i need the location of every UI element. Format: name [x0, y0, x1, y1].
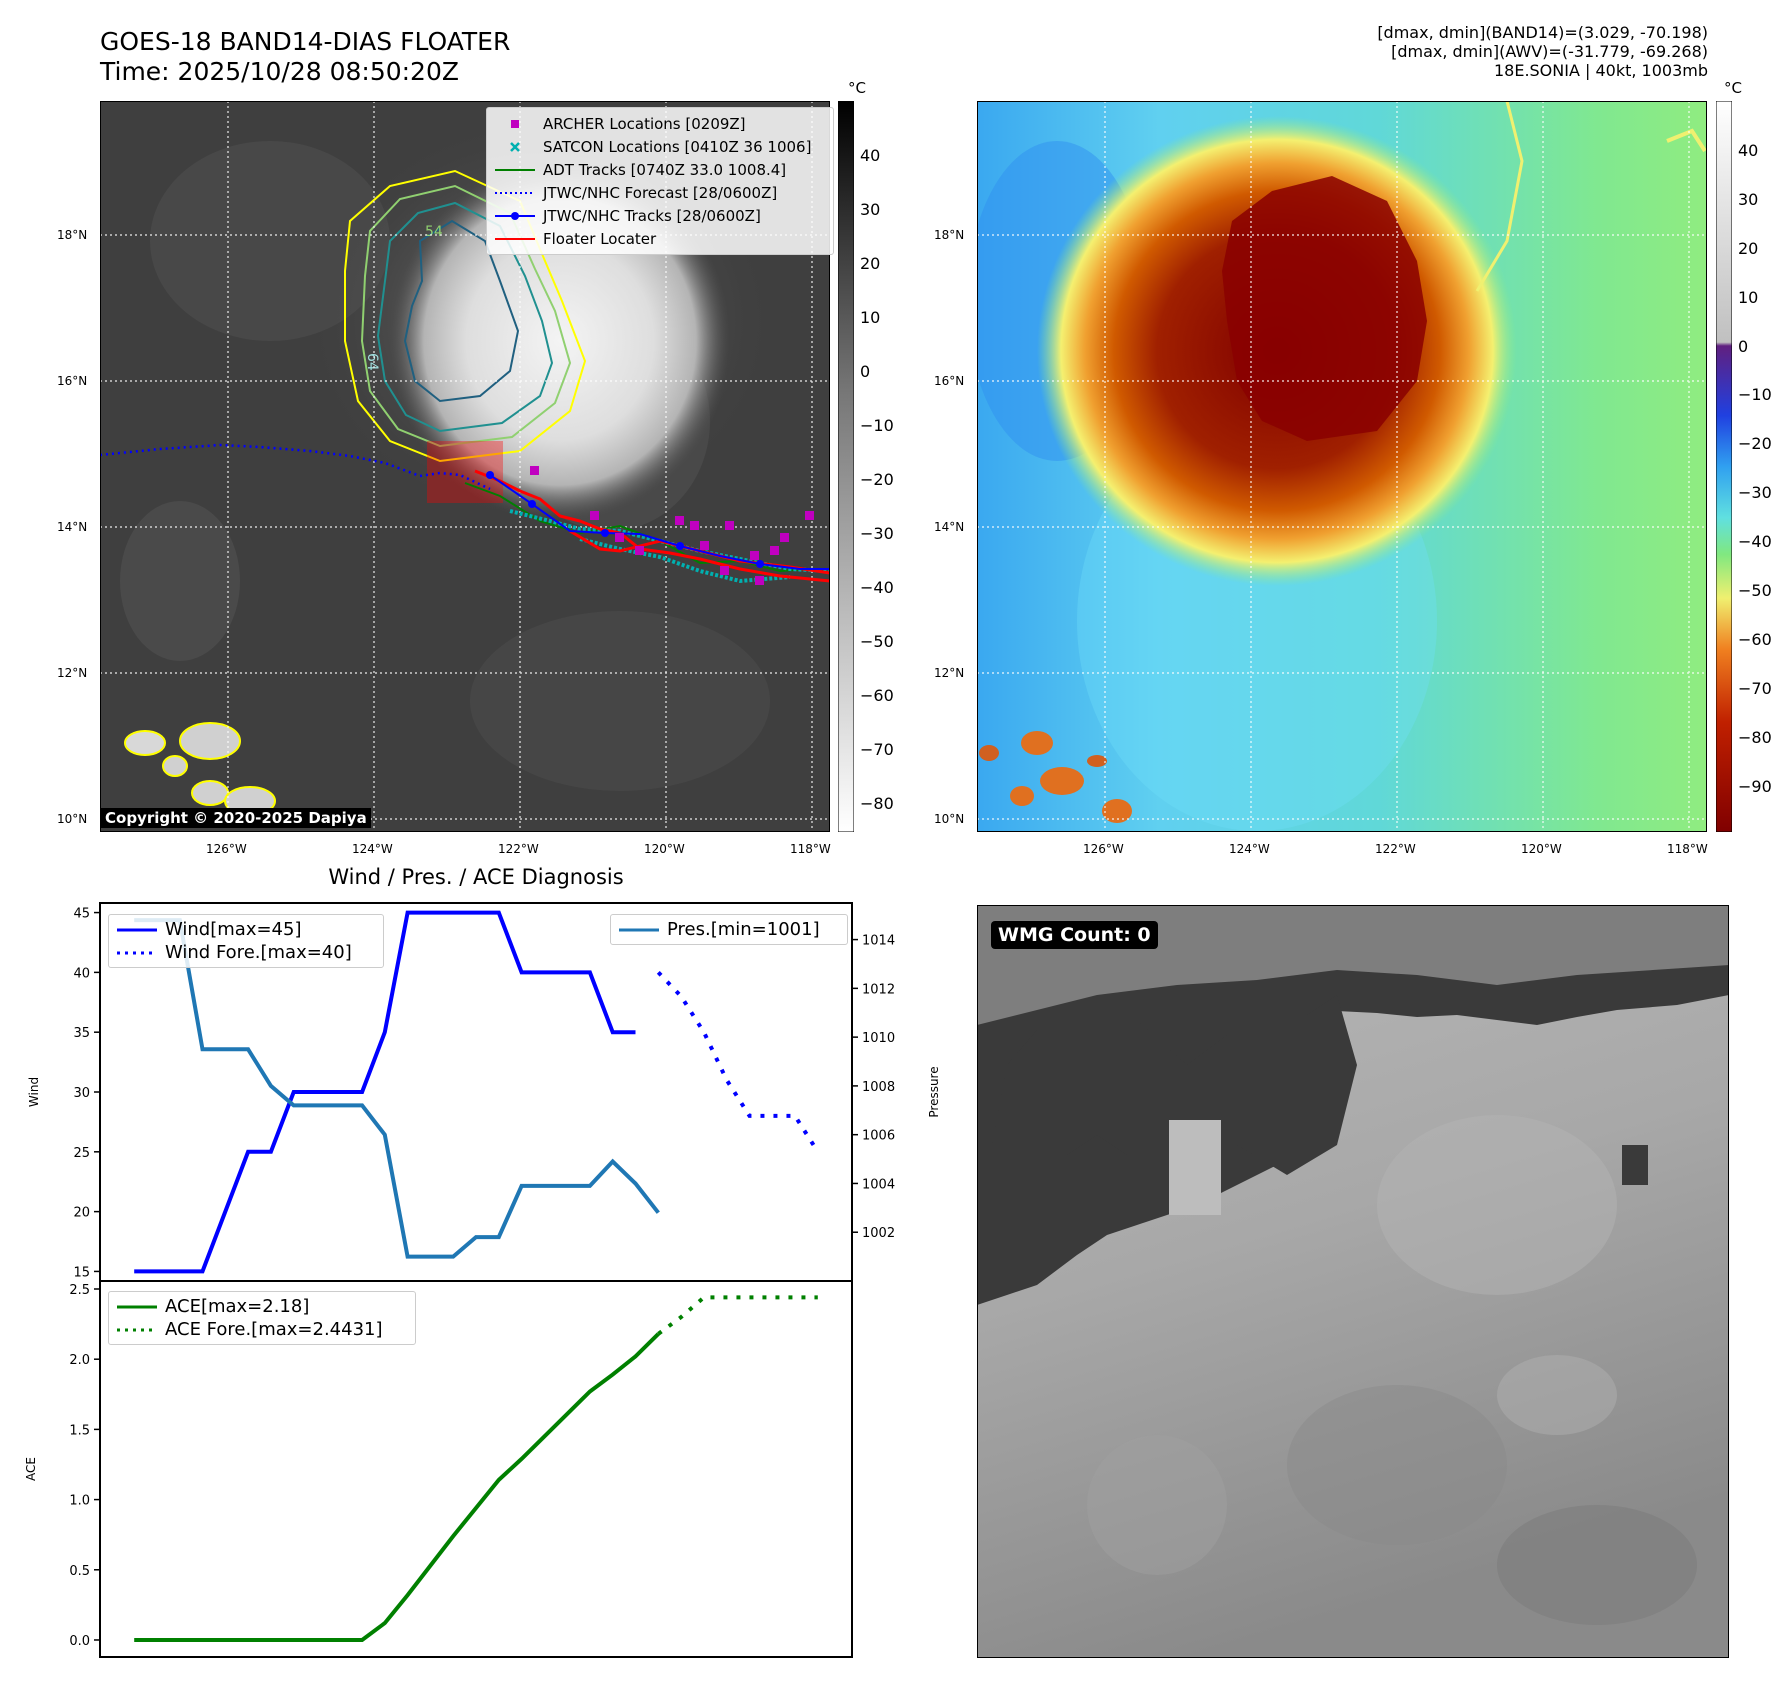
ir-lat-10: 10°N — [57, 812, 88, 826]
wv-lon-122: 122°W — [1375, 842, 1416, 856]
legend-floater: Floater Locater — [495, 227, 825, 250]
jtwc-track-points — [486, 471, 764, 568]
wv-lon-124: 124°W — [1229, 842, 1270, 856]
wv-colorbar-unit: °C — [1724, 79, 1742, 97]
pressure-ytick-label: 1010 — [862, 1031, 895, 1046]
pressure-ytick-label: 1014 — [862, 934, 895, 949]
ace-ytick-label: 1.0 — [69, 1494, 90, 1509]
legend-jtwc-tracks: JTWC/NHC Tracks [28/0600Z] — [495, 204, 825, 227]
pressure-legend: Pres.[min=1001] — [610, 914, 848, 945]
ir-lat-16: 16°N — [57, 374, 88, 388]
stats-info: [dmax, dmin](BAND14)=(3.029, -70.198) [d… — [1008, 23, 1708, 80]
wv-lat-18: 18°N — [934, 228, 965, 242]
ace-axis-label: ACE — [24, 1457, 38, 1481]
contour-label-64: 64 — [364, 353, 380, 371]
legend-archer: ARCHER Locations [0209Z] — [495, 112, 825, 135]
wind-ytick-label: 45 — [73, 907, 90, 922]
ir-lon-120: 120°W — [644, 842, 685, 856]
wv-lat-12: 12°N — [934, 666, 965, 680]
wind-ytick-label: 35 — [73, 1026, 90, 1041]
forecast-dotted-icon — [495, 191, 535, 194]
chart-title: GOES-18 BAND14-DIAS FLOATER — [100, 27, 511, 56]
diag-title: Wind / Pres. / ACE Diagnosis — [328, 865, 624, 889]
satcon-x-icon — [510, 141, 520, 152]
pressure-line-icon — [619, 928, 659, 931]
ace-ytick-label: 0.5 — [69, 1564, 90, 1579]
pressure-ytick-label: 1008 — [862, 1080, 895, 1095]
pressure-ytick-label: 1006 — [862, 1129, 895, 1144]
storm-info: 18E.SONIA | 40kt, 1003mb — [1493, 61, 1708, 80]
wind-axis-label: Wind — [27, 1077, 41, 1107]
wv-lat-10: 10°N — [934, 812, 965, 826]
ace-legend: ACE[max=2.18] ACE Fore.[max=2.4431] — [108, 1291, 416, 1345]
wind-legend: Wind[max=45] Wind Fore.[max=40] — [108, 914, 384, 968]
wind-fore-dotted-icon — [117, 951, 157, 954]
ace-series-line-1 — [657, 1295, 818, 1336]
ace-series-line-0 — [134, 1332, 660, 1642]
ace-line-icon — [117, 1305, 157, 1308]
ace-ytick-label: 0.0 — [69, 1634, 90, 1649]
wv-lon-120: 120°W — [1521, 842, 1562, 856]
archer-locations — [530, 466, 814, 585]
legend-satcon: SATCON Locations [0410Z 36 1006] — [495, 135, 825, 158]
legend-adt: ADT Tracks [0740Z 33.0 1008.4] — [495, 158, 825, 181]
legend-ace-fore: ACE Fore.[max=2.4431] — [117, 1318, 407, 1341]
awv-range: [dmax, dmin](AWV)=(-31.779, -69.268) — [1391, 42, 1708, 61]
legend-pressure: Pres.[min=1001] — [619, 918, 839, 941]
track-line-dot-icon — [495, 211, 535, 220]
legend-forecast: JTWC/NHC Forecast [28/0600Z] — [495, 181, 825, 204]
ir-lon-124: 124°W — [352, 842, 393, 856]
small-convective-cells — [979, 731, 1132, 823]
wv-image-panel — [977, 101, 1707, 832]
series-line-0 — [134, 910, 636, 1274]
legend-ace: ACE[max=2.18] — [117, 1295, 407, 1318]
ir-lon-118: 118°W — [790, 842, 831, 856]
wind-ytick-label: 40 — [73, 966, 90, 981]
wv-lat-16: 16°N — [934, 374, 965, 388]
wv-lon-126: 126°W — [1083, 842, 1124, 856]
pressure-ytick-label: 1002 — [862, 1226, 895, 1241]
diagnosis-chart: 15 20 25 30 35 40 45 1002 1004 1006 1008 1010 1012 10… — [24, 902, 941, 1658]
wv-colorbar — [1716, 101, 1732, 832]
ir-lon-126: 126°W — [206, 842, 247, 856]
wmg-count-label: WMG Count: 0 — [991, 921, 1158, 949]
floater-line-icon — [495, 237, 535, 240]
ace-ytick-label: 2.5 — [69, 1283, 90, 1298]
wmg-image-panel — [977, 905, 1729, 1658]
wind-ytick-label: 20 — [73, 1206, 90, 1221]
ir-colorbar-unit: °C — [848, 79, 866, 97]
jtwc-tracks — [489, 474, 830, 570]
pressure-axis-label: Pressure — [927, 1066, 941, 1117]
ir-lat-18: 18°N — [57, 228, 88, 242]
ace-fore-dotted-icon — [117, 1328, 157, 1331]
archer-square-icon — [511, 119, 519, 128]
chart-time: Time: 2025/10/28 08:50:20Z — [100, 57, 459, 86]
copyright-label: Copyright © 2020-2025 Dapiya — [101, 808, 371, 828]
band14-range: [dmax, dmin](BAND14)=(3.029, -70.198) — [1377, 23, 1708, 42]
wind-ytick-label: 15 — [73, 1265, 90, 1280]
ir-lat-14: 14°N — [57, 520, 88, 534]
adt-line-icon — [495, 168, 535, 171]
ir-colorbar — [838, 101, 854, 832]
ir-lat-12: 12°N — [57, 666, 88, 680]
pressure-ytick-label: 1004 — [862, 1177, 895, 1192]
ace-ytick-label: 1.5 — [69, 1423, 90, 1438]
legend-wind-fore: Wind Fore.[max=40] — [117, 941, 375, 964]
ir-legend: ARCHER Locations [0209Z] SATCON Location… — [486, 107, 834, 255]
wv-lon-118: 118°W — [1667, 842, 1708, 856]
wind-line-icon — [117, 928, 157, 931]
wind-ytick-label: 25 — [73, 1146, 90, 1161]
pressure-ytick-label: 1012 — [862, 982, 895, 997]
wind-ytick-label: 30 — [73, 1086, 90, 1101]
series-line-2 — [134, 918, 660, 1259]
contour-label-54: 54 — [425, 224, 443, 240]
ace-ytick-label: 2.0 — [69, 1353, 90, 1368]
ir-lon-122: 122°W — [498, 842, 539, 856]
wv-lat-14: 14°N — [934, 520, 965, 534]
series-line-1 — [656, 971, 820, 1153]
legend-wind: Wind[max=45] — [117, 918, 375, 941]
